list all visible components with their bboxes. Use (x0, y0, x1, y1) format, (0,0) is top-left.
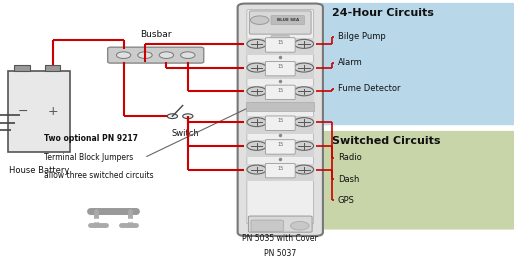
FancyBboxPatch shape (265, 116, 295, 130)
Bar (246, 102, 314, 111)
Circle shape (180, 52, 195, 58)
Text: 24-Hour Circuits: 24-Hour Circuits (332, 8, 433, 18)
Text: Dash: Dash (338, 175, 359, 184)
Text: Radio: Radio (338, 153, 361, 162)
Text: BLUE SEA: BLUE SEA (277, 18, 299, 22)
FancyBboxPatch shape (251, 220, 283, 231)
Circle shape (294, 63, 314, 72)
Circle shape (294, 118, 314, 127)
Text: Terminal Block Jumpers: Terminal Block Jumpers (44, 153, 133, 163)
Text: 15: 15 (277, 166, 283, 171)
FancyBboxPatch shape (248, 216, 312, 232)
Text: Two optional PN 9217: Two optional PN 9217 (44, 134, 138, 143)
Text: GPS: GPS (338, 196, 355, 205)
FancyBboxPatch shape (265, 163, 295, 178)
Circle shape (126, 219, 134, 222)
Text: 15: 15 (277, 142, 283, 147)
Circle shape (294, 87, 314, 96)
Text: PN 5035 with Cover: PN 5035 with Cover (243, 233, 318, 243)
Bar (246, 62, 314, 79)
FancyBboxPatch shape (107, 47, 204, 63)
Circle shape (294, 165, 314, 174)
Bar (246, 38, 314, 55)
Text: Fume Detector: Fume Detector (338, 84, 400, 93)
Text: allow three switched circuits: allow three switched circuits (44, 171, 154, 180)
Bar (246, 86, 314, 103)
FancyBboxPatch shape (265, 85, 295, 100)
Circle shape (247, 63, 266, 72)
Text: Switch: Switch (171, 129, 199, 138)
Text: 15: 15 (277, 88, 283, 93)
Bar (246, 116, 314, 134)
Circle shape (247, 165, 266, 174)
FancyBboxPatch shape (271, 36, 289, 45)
FancyBboxPatch shape (247, 9, 314, 224)
Circle shape (250, 16, 269, 24)
Circle shape (247, 141, 266, 150)
Text: Busbar: Busbar (140, 30, 172, 39)
Bar (246, 164, 314, 181)
Text: +: + (48, 105, 59, 118)
Circle shape (159, 52, 174, 58)
FancyBboxPatch shape (249, 11, 311, 34)
FancyBboxPatch shape (265, 38, 295, 52)
Text: −: − (18, 105, 29, 118)
Circle shape (247, 118, 266, 127)
Text: Alarm: Alarm (338, 58, 362, 67)
FancyBboxPatch shape (317, 131, 514, 230)
Circle shape (294, 141, 314, 150)
Text: Bilge Pump: Bilge Pump (338, 32, 386, 41)
Text: 15: 15 (277, 119, 283, 123)
Circle shape (247, 39, 266, 48)
Circle shape (290, 221, 309, 230)
Text: PN 5037: PN 5037 (264, 249, 297, 256)
Text: House Battery: House Battery (9, 166, 69, 175)
Circle shape (182, 114, 193, 119)
Circle shape (138, 52, 152, 58)
Bar (246, 140, 314, 157)
Text: 15: 15 (277, 64, 283, 69)
FancyBboxPatch shape (237, 4, 323, 236)
FancyBboxPatch shape (271, 16, 304, 25)
Bar (14, 65, 30, 71)
Circle shape (92, 219, 100, 222)
Text: 15: 15 (277, 40, 283, 45)
Circle shape (247, 87, 266, 96)
Text: Switched Circuits: Switched Circuits (332, 136, 440, 146)
FancyBboxPatch shape (317, 3, 514, 125)
Circle shape (116, 52, 131, 58)
Circle shape (294, 39, 314, 48)
Bar (45, 65, 61, 71)
Circle shape (167, 114, 177, 119)
Bar (8, 71, 70, 152)
FancyBboxPatch shape (265, 61, 295, 76)
FancyBboxPatch shape (265, 140, 295, 154)
